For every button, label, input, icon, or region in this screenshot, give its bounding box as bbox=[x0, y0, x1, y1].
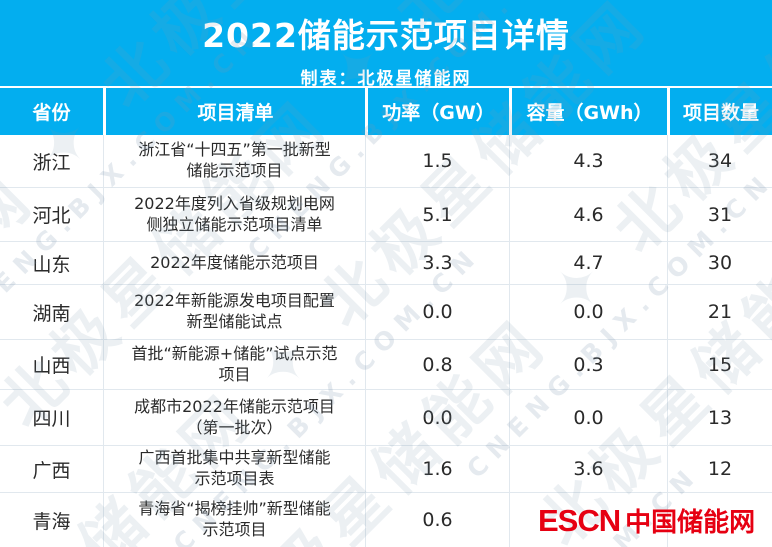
project-cell: 成都市2022年储能示范项目 （第一批次） bbox=[103, 390, 365, 445]
project-cell: 浙江省“十四五”第一批新型 储能示范项目 bbox=[103, 135, 365, 187]
table-row: 广西 广西首批集中共享新型储能 示范项目表 1.6 3.6 12 bbox=[0, 446, 772, 493]
count-cell: 34 bbox=[667, 135, 772, 187]
page-title: 2022储能示范项目详情 bbox=[202, 16, 570, 55]
table-row: 四川 成都市2022年储能示范项目 （第一批次） 0.0 0.0 13 bbox=[0, 390, 772, 446]
escn-logo: ESCN 中国储能网 bbox=[538, 502, 755, 539]
column-header-capacity: 容量（GWh） bbox=[509, 88, 667, 135]
count-cell: 15 bbox=[667, 340, 772, 389]
table-row: 山西 首批“新能源+储能”试点示范 项目 0.8 0.3 15 bbox=[0, 340, 772, 390]
table-row: 河北 2022年度列入省级规划电网 侧独立储能示范项目清单 5.1 4.6 31 bbox=[0, 188, 772, 242]
count-cell bbox=[667, 493, 772, 547]
table-row: 浙江 浙江省“十四五”第一批新型 储能示范项目 1.5 4.3 34 bbox=[0, 135, 772, 188]
capacity-cell: 4.7 bbox=[509, 242, 667, 284]
count-cell: 21 bbox=[667, 285, 772, 339]
project-cell: 青海省“揭榜挂帅”新型储能 示范项目 bbox=[103, 493, 365, 547]
project-cell: 2022年度列入省级规划电网 侧独立储能示范项目清单 bbox=[103, 188, 365, 241]
power-cell: 5.1 bbox=[365, 188, 509, 241]
table-body: 浙江 浙江省“十四五”第一批新型 储能示范项目 1.5 4.3 34 河北 20… bbox=[0, 135, 772, 547]
count-cell: 30 bbox=[667, 242, 772, 284]
power-cell: 0.6 bbox=[365, 493, 509, 547]
escn-wordmark: ESCN bbox=[538, 502, 621, 538]
province-cell: 河北 bbox=[32, 205, 71, 227]
province-cell: 山西 bbox=[32, 355, 71, 377]
province-cell: 广西 bbox=[32, 459, 71, 482]
project-cell: 首批“新能源+储能”试点示范 项目 bbox=[103, 340, 365, 389]
count-cell: 31 bbox=[667, 188, 772, 241]
capacity-cell: 4.3 bbox=[509, 135, 667, 187]
table-row: 山东 2022年度储能示范项目 3.3 4.7 30 bbox=[0, 242, 772, 285]
table-row: 湖南 2022年新能源发电项目配置 新型储能试点 0.0 0.0 21 bbox=[0, 285, 772, 340]
power-cell: 1.5 bbox=[365, 135, 509, 187]
power-cell: 1.6 bbox=[365, 446, 509, 492]
capacity-cell: 0.0 bbox=[509, 285, 667, 339]
capacity-cell: 0.0 bbox=[509, 390, 667, 445]
table-row: 青海 青海省“揭榜挂帅”新型储能 示范项目 0.6 bbox=[0, 493, 772, 547]
province-cell: 湖南 bbox=[32, 302, 71, 325]
capacity-cell: 3.6 bbox=[509, 446, 667, 492]
power-cell: 0.0 bbox=[365, 390, 509, 445]
power-cell: 3.3 bbox=[365, 242, 509, 284]
escn-site-name: 中国储能网 bbox=[625, 508, 756, 538]
power-cell: 0.0 bbox=[365, 285, 509, 339]
capacity-cell: 0.3 bbox=[509, 340, 667, 389]
power-cell: 0.8 bbox=[365, 340, 509, 389]
column-header-province: 省份 bbox=[0, 88, 103, 135]
page-subtitle: 制表：北极星储能网 bbox=[300, 69, 472, 89]
capacity-cell bbox=[509, 493, 667, 547]
province-cell: 青海 bbox=[32, 510, 71, 533]
count-cell: 13 bbox=[667, 390, 772, 445]
province-cell: 四川 bbox=[32, 408, 71, 430]
count-cell: 12 bbox=[667, 446, 772, 492]
column-header-project: 项目清单 bbox=[103, 88, 365, 135]
column-header-count: 项目数量 bbox=[667, 88, 772, 135]
capacity-cell: 4.6 bbox=[509, 188, 667, 241]
project-cell: 广西首批集中共享新型储能 示范项目表 bbox=[103, 446, 365, 492]
province-cell: 山东 bbox=[32, 253, 71, 276]
table-header-row: 省份 项目清单 功率（GW） 容量（GWh） 项目数量 bbox=[0, 86, 772, 135]
project-cell: 2022年度储能示范项目 bbox=[103, 242, 365, 284]
project-cell: 2022年新能源发电项目配置 新型储能试点 bbox=[103, 285, 365, 339]
banner: 2022储能示范项目详情 制表：北极星储能网 bbox=[0, 0, 772, 89]
province-cell: 浙江 bbox=[32, 151, 71, 174]
column-header-power: 功率（GW） bbox=[365, 88, 509, 135]
